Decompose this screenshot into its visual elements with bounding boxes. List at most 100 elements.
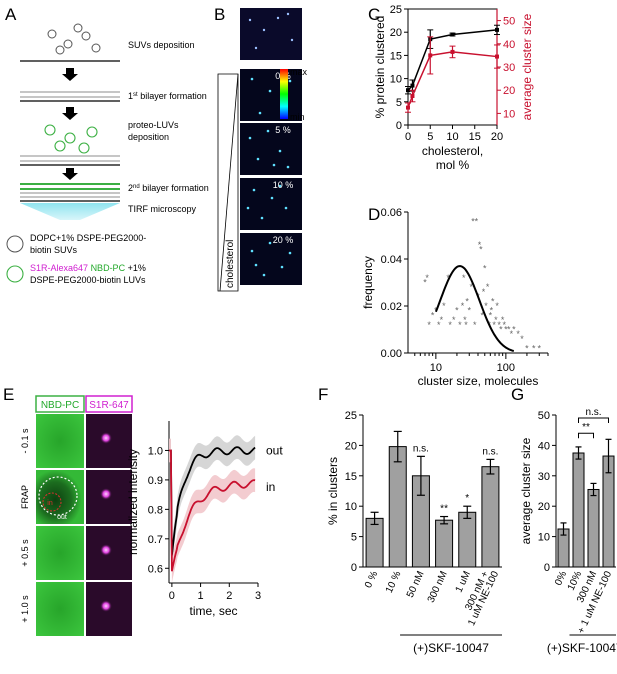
- significance-label: **: [440, 504, 448, 515]
- image-tile-0: [240, 69, 302, 121]
- gradient-wedge-box: [217, 73, 239, 292]
- y-right-tick-label: 40: [503, 39, 515, 51]
- y-tick-label: 1.0: [148, 445, 163, 457]
- y-tick-label: 0.02: [381, 301, 402, 313]
- bar-3: [435, 519, 454, 568]
- spot: [290, 38, 294, 42]
- series-line-1: [169, 449, 256, 572]
- y-right-label: average cluster size: [520, 13, 534, 120]
- y-right-tick-label: 20: [503, 85, 515, 97]
- y-tick-label: 40: [538, 440, 550, 452]
- frap-in-label: in: [47, 500, 53, 507]
- scatter-point: *: [486, 282, 490, 292]
- panel-e-images: E NBD-PC S1R-647 - 0.1 s FRAP + 0.5 s + 1.0 s i…: [3, 385, 133, 636]
- x-tick-label: 5: [427, 131, 433, 143]
- x-tick-label: 100: [497, 362, 515, 374]
- colorbar-min: min: [290, 112, 305, 122]
- scatter-point: *: [465, 296, 469, 306]
- fit-curve: [434, 265, 515, 352]
- y-label: average cluster size: [519, 437, 533, 544]
- scatter-point: *: [467, 306, 471, 316]
- significance-label: n.s.: [482, 446, 498, 457]
- spot: [250, 249, 254, 253]
- y-right-tick-label: 10: [503, 108, 515, 120]
- y-tick-label: 0.06: [381, 207, 402, 219]
- step-tirf: TIRF microscopy: [128, 204, 197, 214]
- series-band-1: [169, 438, 256, 583]
- y-tick-label: 0.04: [381, 254, 402, 266]
- row-label-0: - 0.1 s: [20, 428, 30, 454]
- tile-label-1: 5 %: [275, 125, 291, 135]
- scatter-point: *: [495, 301, 499, 311]
- y-tick-label: 0: [351, 562, 357, 574]
- x-tick-label: 50 nM: [405, 570, 427, 600]
- y-tick-label: 10: [345, 501, 357, 513]
- x-label: time, sec: [189, 604, 237, 618]
- scatter-point: *: [482, 287, 486, 297]
- y-tick-label: 0.9: [148, 475, 163, 487]
- scatter-point: *: [480, 310, 484, 320]
- y-tick-label: 0.6: [148, 563, 163, 575]
- row-label-2: + 0.5 s: [20, 539, 30, 567]
- x-tick-label: 20: [491, 131, 503, 143]
- scatter-point: *: [483, 263, 487, 273]
- bilayer-1: [20, 91, 120, 98]
- x-tick-label: 2: [226, 590, 232, 602]
- y-label: frequency: [361, 256, 375, 309]
- scatter-point: *: [464, 320, 468, 330]
- spot: [248, 18, 252, 22]
- scatter-point: *: [431, 310, 435, 320]
- y-tick-label: 20: [538, 501, 550, 513]
- spot: [284, 206, 288, 210]
- scatter-point: *: [499, 325, 503, 335]
- spot: [286, 12, 290, 16]
- significance-bracket: [578, 417, 609, 424]
- spot: [260, 216, 264, 220]
- data-point: [450, 49, 455, 54]
- panel-label-c: C: [368, 5, 380, 24]
- nbd-tile-0: [36, 414, 84, 468]
- scatter-point: *: [461, 301, 465, 311]
- image-tile-top: [240, 8, 302, 60]
- colorbar: [280, 69, 288, 119]
- scatter-point: *: [463, 315, 467, 325]
- data-point: [428, 53, 433, 58]
- tile-label-3: 20 %: [273, 235, 294, 245]
- y-tick-label: 10: [538, 532, 550, 544]
- bar-5: [481, 466, 500, 568]
- x-tick-label: 1: [198, 590, 204, 602]
- scatter-point: *: [448, 320, 452, 330]
- nbd-tile-3: [36, 582, 84, 636]
- data-point: [450, 32, 455, 37]
- x-tick-label: 0: [169, 590, 175, 602]
- significance-label: *: [465, 493, 469, 504]
- spot: [252, 188, 256, 192]
- y-tick-label: 5: [351, 532, 357, 544]
- spot: [248, 136, 252, 140]
- spot: [272, 163, 276, 167]
- col-header-s1r: S1R-647: [89, 400, 129, 411]
- y-tick-label: 20: [345, 440, 357, 452]
- bar-0: [365, 517, 384, 568]
- series-line-0: [169, 446, 256, 557]
- luv-icons: [44, 124, 98, 154]
- image-tile-2: [240, 178, 302, 230]
- legend-luv-2: DSPE-PEG2000-biotin LUVs: [30, 275, 146, 285]
- spot: [268, 89, 272, 93]
- scatter-point: *: [462, 273, 466, 283]
- y-tick-label: 30: [538, 471, 550, 483]
- legend-suv-2: biotin SUVs: [30, 245, 78, 255]
- y-left-tick-label: 15: [390, 50, 402, 62]
- scatter-point: *: [489, 310, 493, 320]
- spot: [278, 184, 282, 188]
- scatter-point: *: [503, 320, 507, 330]
- scatter-point: *: [497, 320, 501, 330]
- panel-label-f: F: [318, 385, 328, 404]
- scatter-point: *: [473, 320, 477, 330]
- scatter-point: *: [440, 315, 444, 325]
- spot: [280, 265, 284, 269]
- nbd-tile-2: [36, 526, 84, 580]
- group-label: (+)SKF-10047: [547, 641, 617, 655]
